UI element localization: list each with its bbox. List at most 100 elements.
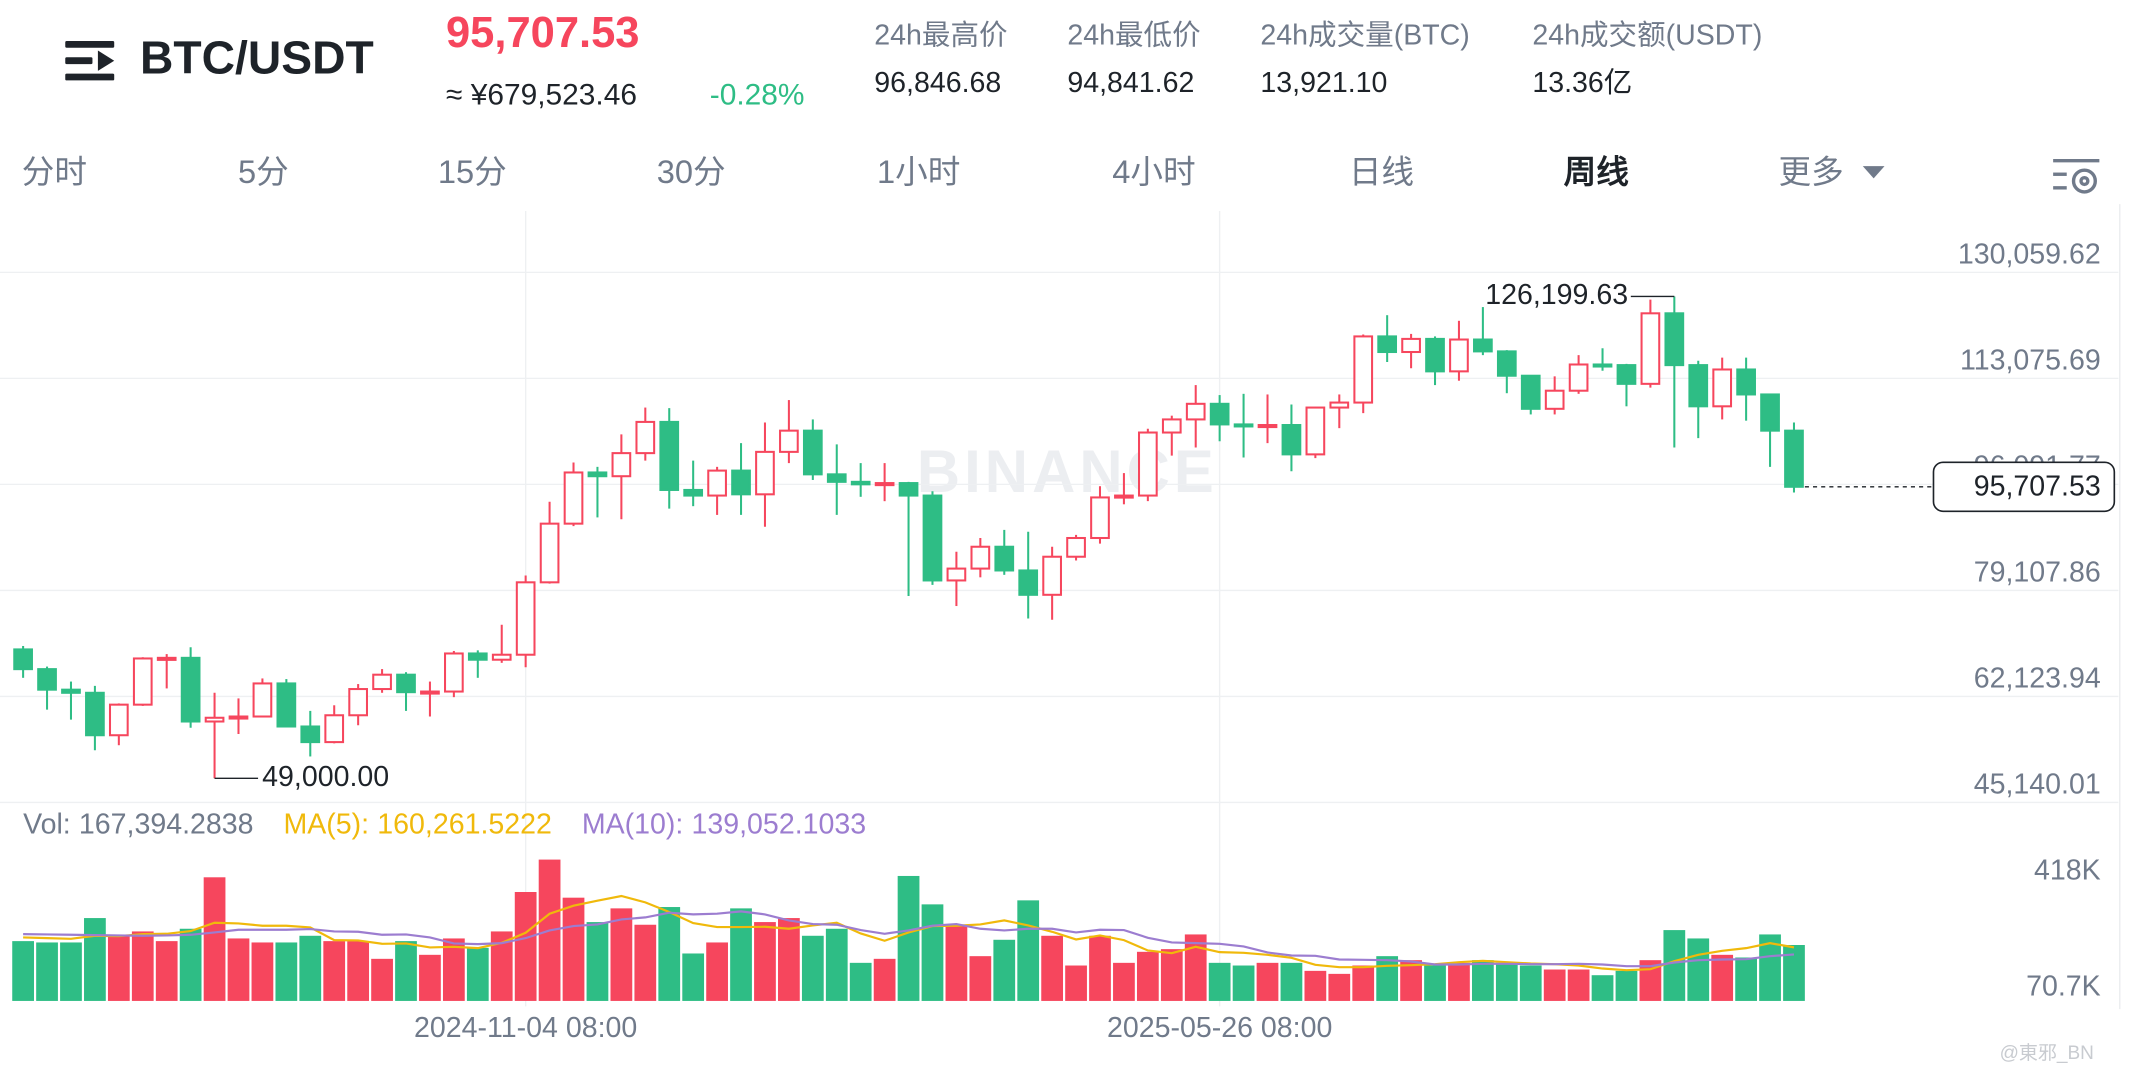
candle-body bbox=[1090, 496, 1110, 540]
candle-body bbox=[420, 690, 440, 695]
volume-bar bbox=[12, 941, 34, 1001]
legend-name: MA(5): bbox=[283, 808, 369, 840]
volume-bar bbox=[849, 962, 872, 1001]
tab[interactable]: 5分 bbox=[238, 153, 289, 190]
candle-body bbox=[659, 420, 680, 491]
volume-bar bbox=[323, 941, 346, 1001]
price-cny: ≈ ¥679,523.46 bbox=[446, 79, 637, 112]
candle-body bbox=[1114, 494, 1134, 499]
volume-bar bbox=[1136, 951, 1159, 1001]
volume-bar bbox=[275, 942, 298, 1001]
y-tick-label: 70.7K bbox=[2026, 971, 2101, 1003]
pair-title: BTC/USDT bbox=[140, 32, 374, 84]
menu-icon[interactable] bbox=[65, 40, 115, 81]
candle-body bbox=[1640, 312, 1661, 385]
volume-bar bbox=[1113, 962, 1135, 1001]
candle-body bbox=[1257, 424, 1278, 429]
volume-bar bbox=[84, 918, 106, 1001]
volume-bar bbox=[634, 924, 657, 1001]
dropdown-arrow[interactable] bbox=[1862, 166, 1885, 179]
candle-body bbox=[396, 673, 416, 694]
candle-body bbox=[180, 656, 201, 723]
volume-bar bbox=[1184, 934, 1207, 1001]
volume-bar bbox=[1208, 962, 1231, 1001]
candle-body bbox=[1425, 337, 1445, 373]
settings-icon[interactable] bbox=[2053, 158, 2100, 194]
candle-body bbox=[348, 688, 369, 717]
candle-body bbox=[515, 581, 536, 656]
low-label: 49,000.00 bbox=[262, 761, 389, 793]
legend-value: 160,261.5222 bbox=[377, 808, 552, 840]
volume-bar bbox=[610, 908, 633, 1001]
candle-body bbox=[1520, 374, 1541, 410]
volume-bar bbox=[706, 942, 728, 1001]
candle-body bbox=[1401, 337, 1421, 354]
candle-body bbox=[156, 656, 177, 661]
candle-body bbox=[467, 652, 488, 661]
candle-body bbox=[1066, 536, 1086, 558]
tab[interactable]: 15分 bbox=[438, 153, 507, 190]
volume-bar bbox=[658, 907, 681, 1001]
volume-bar bbox=[754, 922, 776, 1001]
candle-body bbox=[204, 716, 225, 723]
volume-bar bbox=[1017, 900, 1040, 1001]
tab[interactable]: 更多 bbox=[1778, 153, 1843, 190]
volume-bar bbox=[514, 891, 537, 1001]
volume-bar bbox=[586, 922, 609, 1001]
tab[interactable]: 分时 bbox=[22, 153, 87, 190]
volume-bar bbox=[251, 942, 274, 1001]
candle-body bbox=[1281, 424, 1302, 456]
volume-bar bbox=[203, 877, 226, 1001]
candle-body bbox=[1185, 402, 1206, 421]
candle-body bbox=[1712, 368, 1733, 408]
candle-body bbox=[539, 522, 560, 584]
candle-body bbox=[1233, 423, 1254, 428]
volume-bar bbox=[347, 941, 370, 1001]
ma-line bbox=[23, 910, 1795, 968]
candle-body bbox=[1568, 363, 1589, 392]
tab[interactable]: 4小时 bbox=[1112, 153, 1195, 190]
candle-body bbox=[1449, 338, 1469, 373]
volume-bar bbox=[179, 928, 202, 1001]
candle-body bbox=[1377, 335, 1398, 354]
candle-body bbox=[898, 482, 919, 497]
volume-bar bbox=[1448, 962, 1470, 1001]
tab[interactable]: 30分 bbox=[657, 153, 726, 190]
volume-bar bbox=[131, 931, 154, 1001]
volume-bar bbox=[419, 954, 441, 1001]
last-price-label: 95,707.53 bbox=[1974, 471, 2101, 503]
volume-bar bbox=[1783, 944, 1805, 1001]
volume-bar bbox=[730, 908, 752, 1001]
watermark: BINANCE bbox=[917, 438, 1218, 505]
candle-body bbox=[85, 691, 105, 737]
candle-body bbox=[707, 469, 727, 497]
candle-body bbox=[276, 682, 297, 728]
candle-body bbox=[1592, 363, 1613, 368]
x-tick-label: 2024-11-04 08:00 bbox=[414, 1012, 637, 1044]
volume-bar bbox=[395, 941, 417, 1001]
tab[interactable]: 1小时 bbox=[877, 153, 960, 190]
volume-bar bbox=[1687, 938, 1710, 1001]
candle-body bbox=[563, 471, 584, 525]
volume-bar bbox=[1328, 973, 1351, 1001]
stat-label: 24h成交量(BTC) bbox=[1260, 19, 1469, 51]
candle-body bbox=[61, 688, 81, 694]
volume-bar bbox=[825, 928, 848, 1001]
candle-body bbox=[826, 473, 847, 483]
candle-body bbox=[108, 703, 129, 737]
stat-label: 24h最高价 bbox=[874, 19, 1007, 51]
y-tick-label: 79,107.86 bbox=[1974, 557, 2101, 589]
volume-bar bbox=[60, 942, 82, 1001]
candle-body bbox=[37, 668, 57, 691]
tab-active[interactable]: 周线 bbox=[1564, 153, 1629, 190]
candle-body bbox=[1042, 555, 1062, 596]
tab[interactable]: 日线 bbox=[1349, 153, 1414, 190]
volume-bar bbox=[969, 956, 992, 1001]
candle-body bbox=[1688, 364, 1709, 408]
candle-body bbox=[802, 429, 823, 476]
volume-bar bbox=[1543, 969, 1566, 1001]
volume-bar bbox=[1304, 970, 1327, 1001]
volume-bar bbox=[155, 941, 178, 1001]
